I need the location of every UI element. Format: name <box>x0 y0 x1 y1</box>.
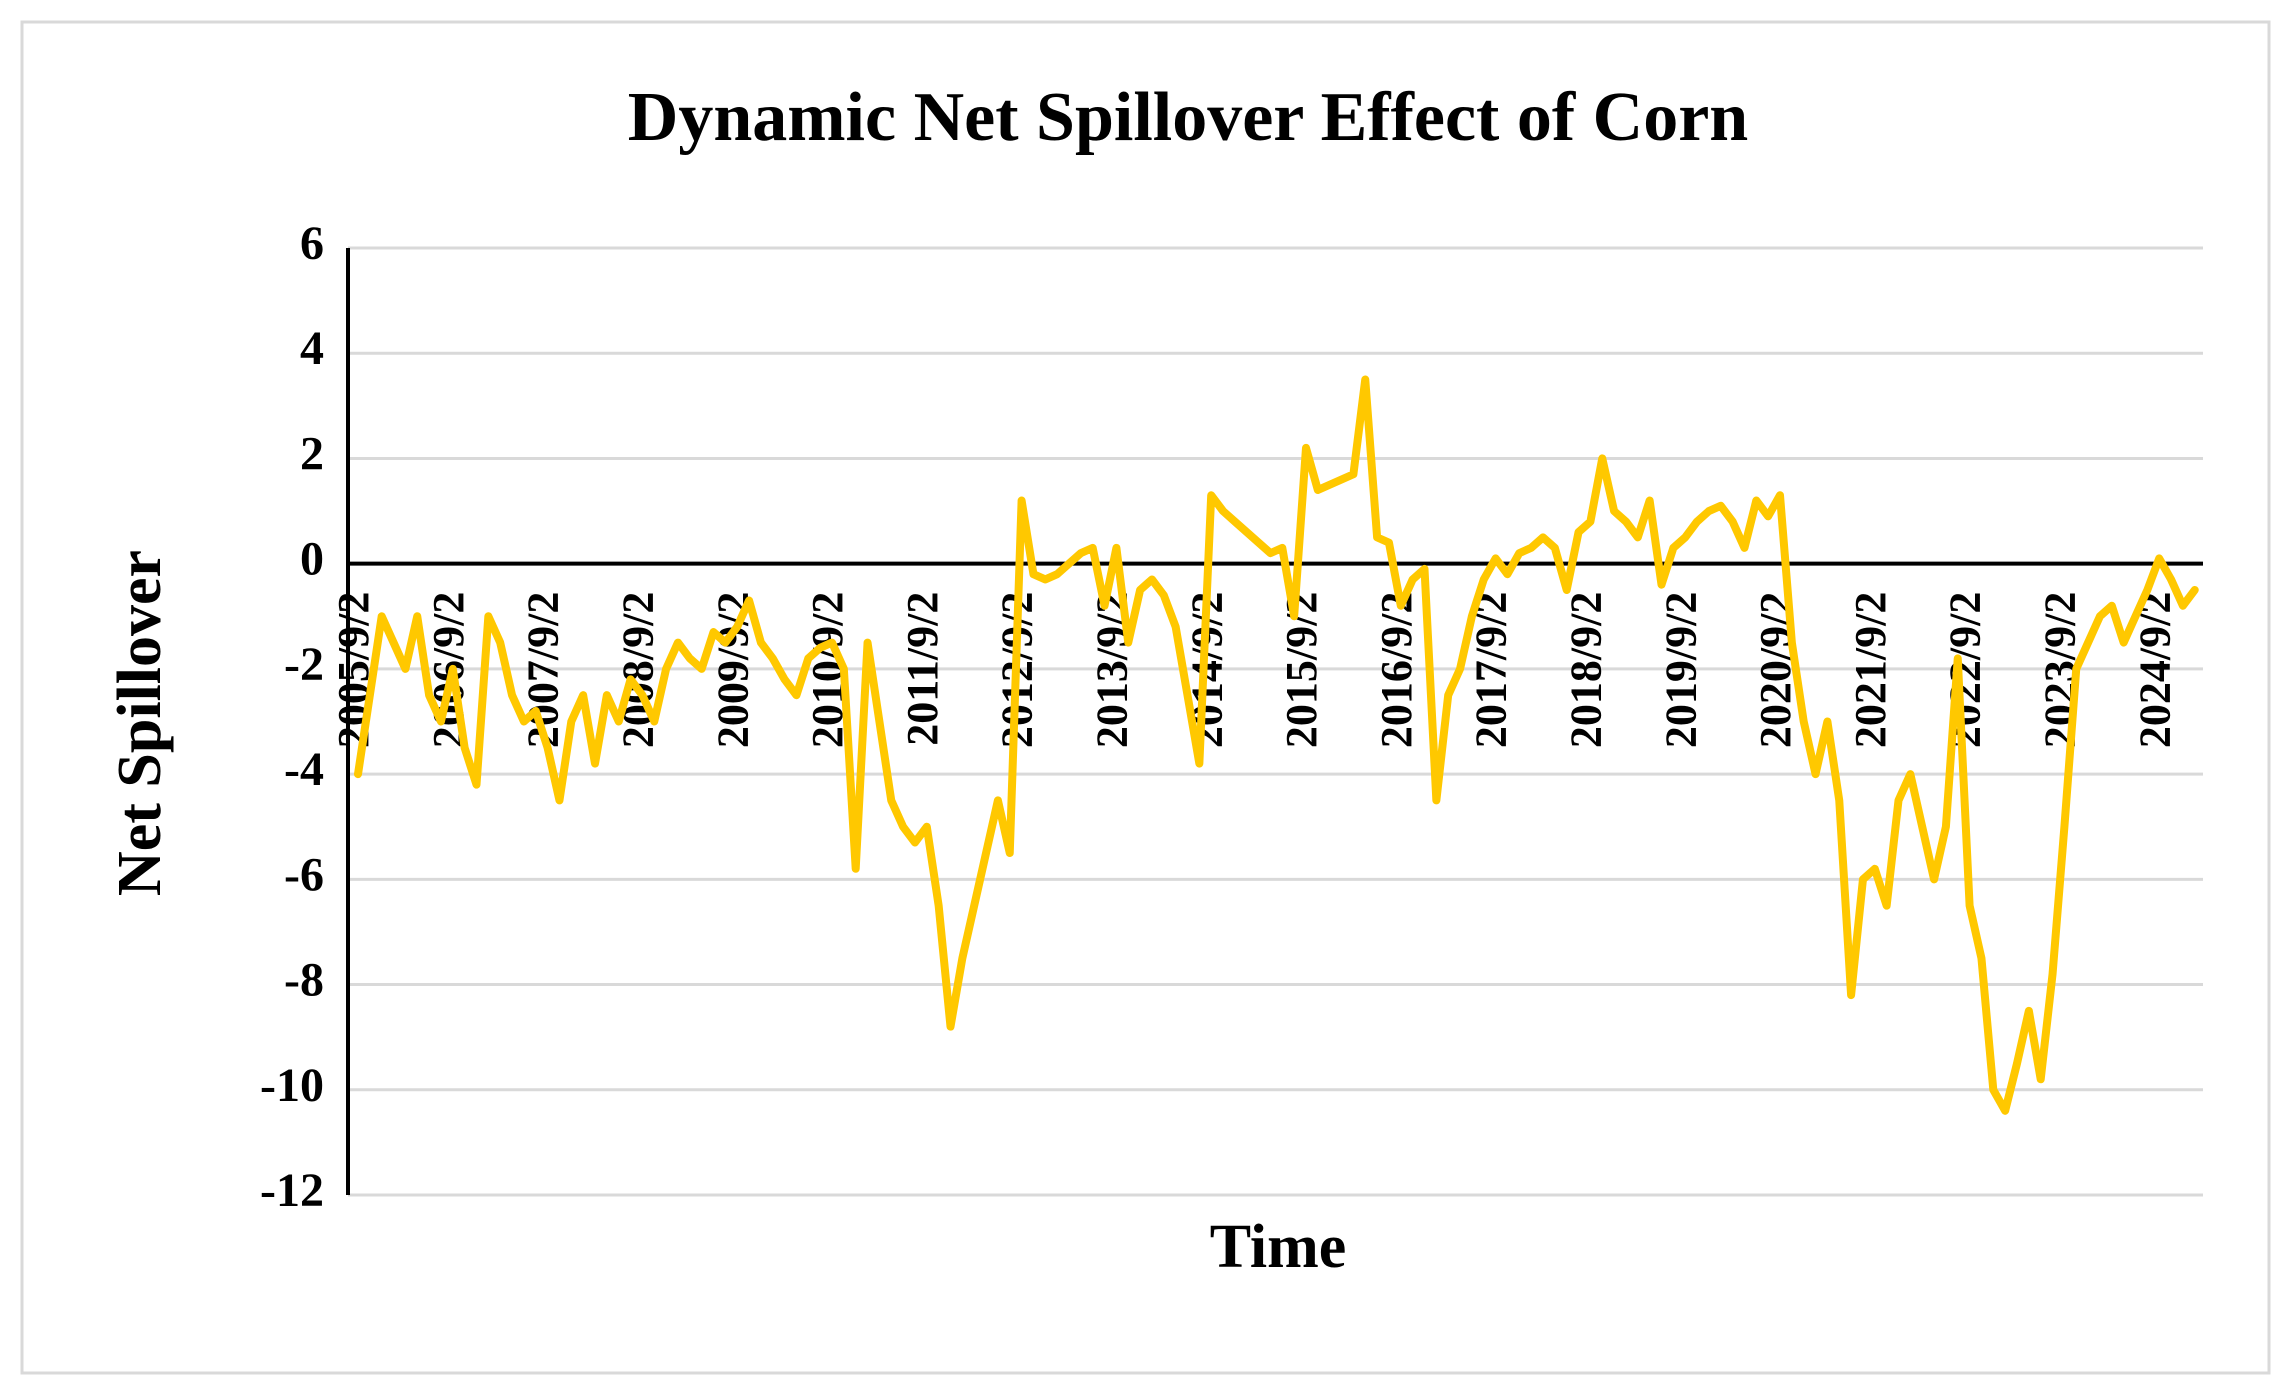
x-tick-label: 2006/9/2 <box>424 592 473 748</box>
data-line <box>354 375 2199 1115</box>
y-tick-label: -8 <box>284 954 324 1007</box>
x-tick-label: 2018/9/2 <box>1561 592 1610 748</box>
x-tick-label: 2011/9/2 <box>898 592 947 746</box>
x-axis-title: Time <box>1210 1213 1347 1281</box>
y-tick-label: 2 <box>300 427 324 480</box>
y-tick-label: -12 <box>260 1164 324 1217</box>
y-tick-label: 0 <box>300 533 324 586</box>
y-tick-label: -4 <box>284 743 324 796</box>
x-tick-label: 2022/9/2 <box>1941 592 1990 748</box>
y-tick-label: 4 <box>300 322 324 375</box>
y-tick-label: -6 <box>284 848 324 901</box>
x-tick-label: 2013/9/2 <box>1087 592 1136 748</box>
x-tick-label: 2009/9/2 <box>708 592 757 748</box>
y-tick-label: 6 <box>300 217 324 270</box>
y-axis-title: Net Spillover <box>106 550 174 896</box>
x-tick-label: 2019/9/2 <box>1656 592 1705 748</box>
y-tick-label: -10 <box>260 1059 324 1112</box>
x-tick-label: 2021/9/2 <box>1846 592 1895 748</box>
x-tick-label: 2016/9/2 <box>1372 592 1421 748</box>
chart-title: Dynamic Net Spillover Effect of Corn <box>628 79 1748 156</box>
y-tick-label: -2 <box>284 638 324 691</box>
x-tick-label: 2015/9/2 <box>1277 592 1326 748</box>
